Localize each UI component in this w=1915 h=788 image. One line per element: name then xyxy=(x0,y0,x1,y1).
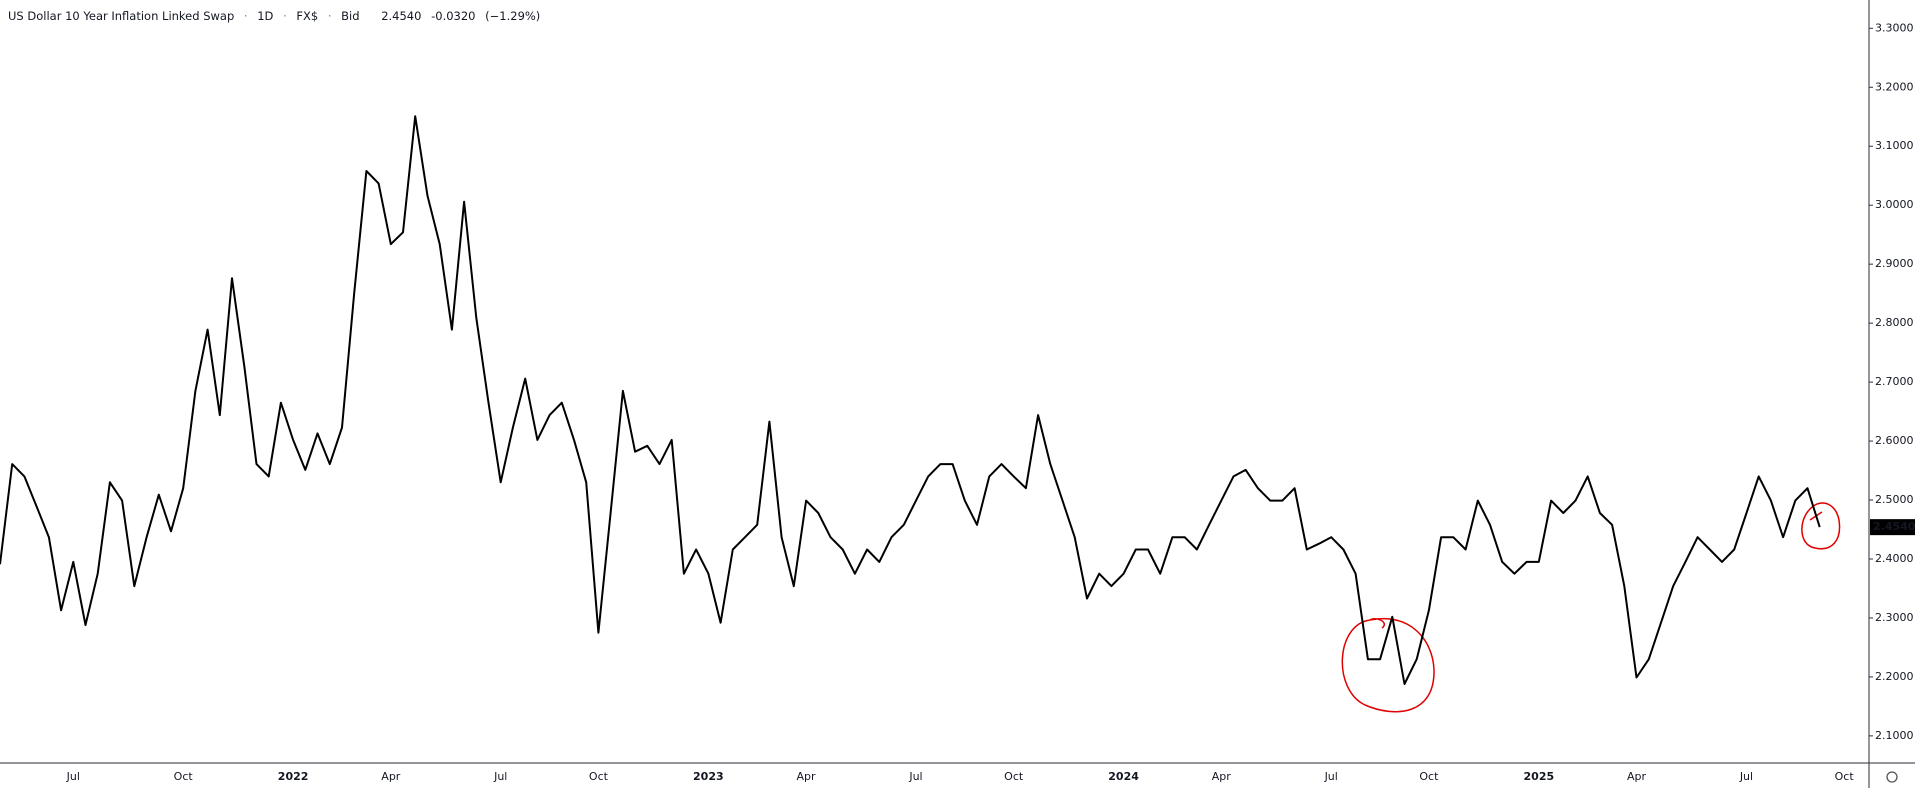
header: US Dollar 10 Year Inflation Linked Swap … xyxy=(8,9,540,23)
settings-icon[interactable] xyxy=(1886,771,1898,783)
x-tick-label: 2025 xyxy=(1524,770,1555,783)
y-tick-label: 3.0000 xyxy=(1875,198,1914,211)
x-tick-label: Oct xyxy=(1835,770,1855,783)
y-tick-label: 2.6000 xyxy=(1875,434,1914,447)
y-tick-label: 3.3000 xyxy=(1875,21,1914,34)
last-price: 2.4540 xyxy=(381,9,421,23)
y-tick-label: 2.3000 xyxy=(1875,611,1914,624)
last-price-box xyxy=(1870,519,1915,536)
x-tick-label: Oct xyxy=(174,770,194,783)
x-tick-label: Oct xyxy=(589,770,609,783)
x-tick-label: 2022 xyxy=(278,770,309,783)
y-tick-label: 2.2000 xyxy=(1875,670,1914,683)
y-tick-label: 2.4000 xyxy=(1875,552,1914,565)
x-tick-label: Jul xyxy=(908,770,922,783)
sep: · xyxy=(244,9,248,23)
y-tick-label: 2.8000 xyxy=(1875,316,1914,329)
x-tick-label: Apr xyxy=(1627,770,1647,783)
y-tick-label: 2.9000 xyxy=(1875,257,1914,270)
x-tick-label: Oct xyxy=(1004,770,1024,783)
x-tick-label: Jul xyxy=(1324,770,1338,783)
y-tick-label: 2.5000 xyxy=(1875,493,1914,506)
sep: · xyxy=(283,9,287,23)
sep: · xyxy=(328,9,332,23)
y-tick-label: 3.1000 xyxy=(1875,139,1914,152)
y-tick-label: 2.1000 xyxy=(1875,729,1914,742)
y-tick-label: 2.7000 xyxy=(1875,375,1914,388)
last-price-label: 2.4540 xyxy=(1873,520,1915,533)
x-tick-label: 2024 xyxy=(1108,770,1139,783)
x-tick-label: Jul xyxy=(493,770,507,783)
x-tick-label: Oct xyxy=(1419,770,1439,783)
quote-side: Bid xyxy=(341,9,359,23)
source: FX$ xyxy=(296,9,318,23)
x-tick-label: Jul xyxy=(1739,770,1753,783)
change-percent: (−1.29%) xyxy=(485,9,540,23)
x-tick-label: Apr xyxy=(797,770,817,783)
x-tick-label: Jul xyxy=(66,770,80,783)
x-tick-label: Apr xyxy=(1212,770,1232,783)
symbol-title: US Dollar 10 Year Inflation Linked Swap xyxy=(8,9,234,23)
annotation-circle xyxy=(1341,617,1435,713)
interval: 1D xyxy=(257,9,273,23)
change: -0.0320 xyxy=(431,9,475,23)
x-tick-label: Apr xyxy=(381,770,401,783)
x-tick-label: 2023 xyxy=(693,770,724,783)
annotation-circle xyxy=(1801,502,1841,550)
y-tick-label: 3.2000 xyxy=(1875,80,1914,93)
price-line xyxy=(0,115,1821,685)
